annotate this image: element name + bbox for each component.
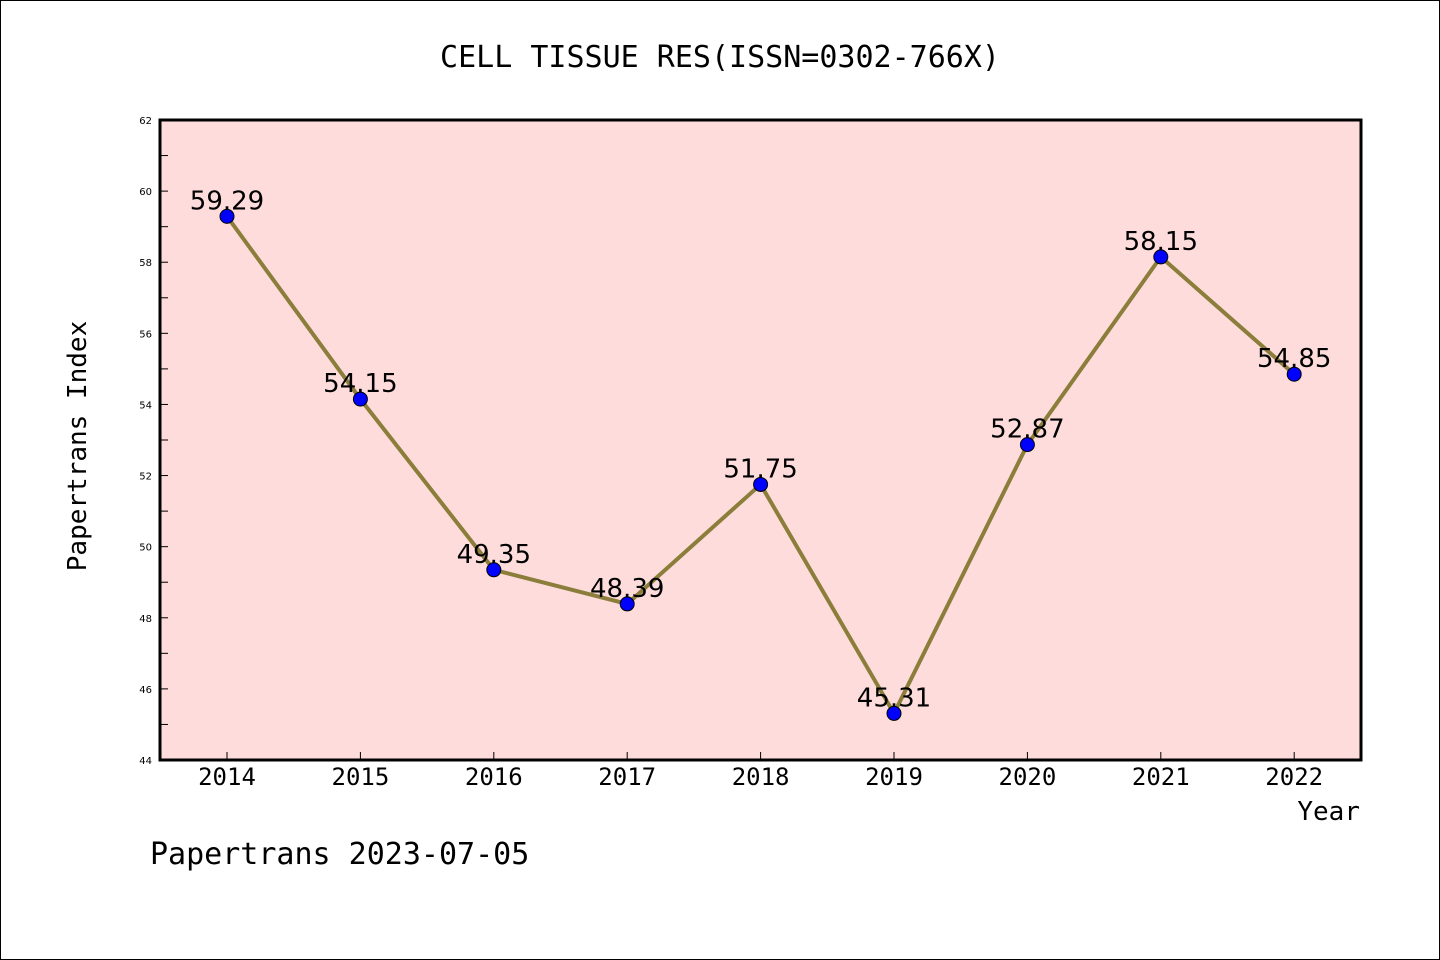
data-point [1153, 249, 1169, 265]
x-tick-label: 2020 [999, 763, 1057, 791]
data-label: 51.75 [723, 454, 797, 484]
y-tick-label: 46 [139, 685, 152, 696]
data-point [886, 705, 902, 721]
plot-area [158, 118, 1363, 762]
x-tick-label: 2017 [598, 763, 656, 791]
y-tick-label: 52 [139, 472, 152, 483]
x-tick-label: 2018 [732, 763, 790, 791]
x-tick-label: 2021 [1132, 763, 1190, 791]
data-point [753, 476, 769, 492]
chart-title: CELL TISSUE RES(ISSN=0302-766X) [440, 40, 1000, 75]
data-point [486, 562, 502, 578]
x-tick-label: 2014 [198, 763, 256, 791]
x-tick-label: 2022 [1265, 763, 1323, 791]
data-label-group: 59.29 54.15 49.35 48.39 51.75 45.31 52.87 58.15… [190, 186, 1332, 713]
data-label: 52.87 [990, 415, 1064, 445]
data-point [1019, 437, 1035, 453]
x-axis-label: Year [1297, 797, 1360, 827]
data-point [1286, 366, 1302, 382]
data-point [619, 596, 635, 612]
data-label: 48.39 [590, 574, 664, 604]
y-tick-label: 56 [139, 329, 152, 340]
data-label: 59.29 [190, 186, 264, 216]
y-tick-label: 50 [139, 543, 152, 554]
data-point [219, 208, 235, 224]
y-tick-label: 62 [139, 116, 152, 127]
data-label: 45.31 [857, 683, 931, 713]
data-label: 54.85 [1257, 344, 1331, 374]
x-tick-label: 2015 [332, 763, 390, 791]
data-point [352, 391, 368, 407]
y-tick-label: 58 [139, 258, 152, 269]
data-label: 58.15 [1124, 227, 1198, 257]
footer-text: Papertrans 2023-07-05 [150, 837, 529, 872]
series-marker-group [219, 208, 1302, 721]
y-axis-label: Papertrans Index [63, 321, 93, 571]
y-tick-label: 60 [139, 187, 152, 198]
x-axis-ticks: 2014 2015 2016 2017 2018 2019 2020 2021 2022 [198, 752, 1323, 791]
y-tick-label: 44 [139, 756, 152, 767]
data-label: 54.15 [323, 369, 397, 399]
x-tick-label: 2019 [865, 763, 923, 791]
y-tick-label: 48 [139, 614, 152, 625]
y-tick-label: 54 [139, 400, 152, 411]
y-axis-ticks: 44 46 48 50 52 54 56 58 60 62 [139, 116, 168, 767]
data-label: 49.35 [457, 540, 531, 570]
x-tick-label: 2016 [465, 763, 523, 791]
